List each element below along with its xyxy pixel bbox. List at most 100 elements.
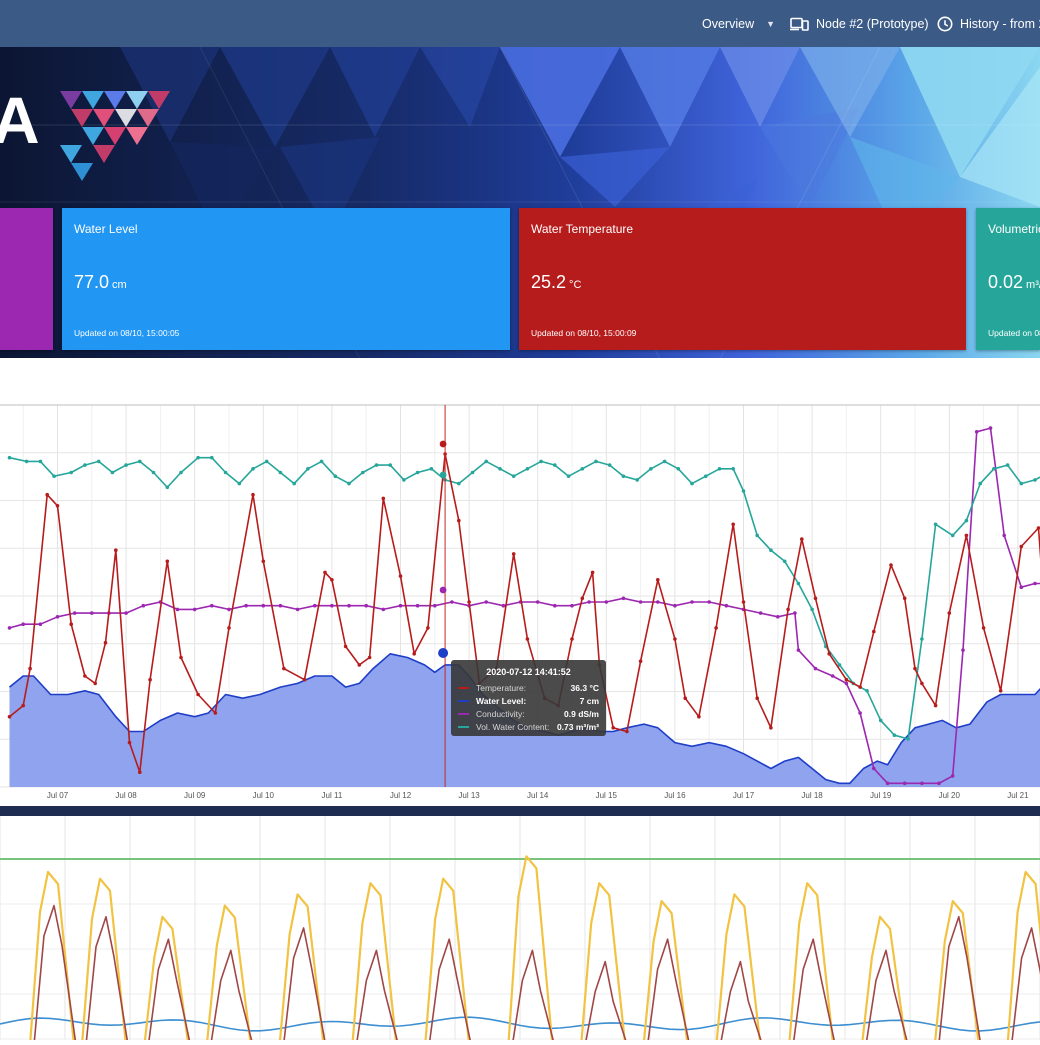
temperature-point	[1020, 545, 1024, 549]
conductivity-point	[1020, 585, 1024, 589]
secondary-chart-svg[interactable]	[0, 816, 1040, 1040]
vol-water-content-point	[402, 478, 406, 482]
conductivity-point	[886, 782, 890, 786]
conductivity-point	[587, 600, 591, 604]
conductivity-point	[989, 426, 993, 430]
temperature-point	[128, 741, 132, 745]
secondary-chart[interactable]	[0, 816, 1040, 1040]
vol-water-content-point	[471, 471, 475, 475]
x-tick-label: Jul 20	[939, 791, 961, 800]
vol-water-content-point	[388, 463, 392, 467]
x-tick-label: Jul 21	[1007, 791, 1029, 800]
temperature-point	[69, 622, 73, 626]
conductivity-point	[605, 600, 609, 604]
card-unit: cm	[112, 279, 127, 291]
conductivity-point	[227, 608, 231, 612]
vol-water-content-point	[292, 482, 296, 486]
chart-tooltip: 2020-07-12 14:41:52 Temperature: 36.3 °C…	[451, 660, 606, 736]
node-selector[interactable]: Node #2 (Prototype)	[790, 0, 929, 47]
vol-water-content-point	[539, 460, 543, 464]
card-value-number: 0.02	[988, 272, 1023, 292]
conductivity-point	[347, 604, 351, 608]
temperature-point	[800, 537, 804, 541]
card-updated: Updated on 08/10, 15:00:09	[531, 328, 636, 338]
water-temperature-card[interactable]: Water Temperature 25.2°C Updated on 08/1…	[519, 208, 966, 350]
vol-water-content-point	[865, 689, 869, 693]
card-unit: °C	[569, 279, 581, 291]
vol-water-content-point	[934, 523, 938, 527]
x-tick-label: Jul 10	[253, 791, 275, 800]
x-tick-label: Jul 09	[184, 791, 206, 800]
vol-water-content-point	[1033, 478, 1037, 482]
temperature-point	[28, 667, 32, 671]
vol-water-content-point	[608, 463, 612, 467]
overview-dropdown[interactable]: Overview ▼	[702, 0, 775, 47]
hover-marker-water-level	[438, 648, 448, 658]
conductivity-point	[124, 611, 128, 615]
conductivity-point	[244, 604, 248, 608]
temperature-point	[913, 667, 917, 671]
conductivity-point	[399, 604, 403, 608]
conductivity-swatch	[458, 713, 469, 715]
conductivity-point	[536, 600, 540, 604]
vol-water-content-point	[649, 467, 653, 471]
vol-water-content-point	[8, 456, 12, 460]
vol-water-content-point	[196, 456, 200, 460]
conductivity-point	[484, 600, 488, 604]
tooltip-value: 36.3 °C	[571, 683, 599, 693]
tooltip-label: Temperature:	[476, 683, 526, 693]
temperature-point	[755, 696, 759, 700]
card-updated: Updated on 08/10, 15:00:05	[74, 328, 179, 338]
x-tick-label: Jul 13	[458, 791, 480, 800]
hover-marker-temperature	[440, 441, 447, 448]
temperature-point	[845, 678, 849, 682]
vol-water-content-point	[663, 460, 667, 464]
x-tick-label: Jul 11	[322, 791, 343, 800]
x-tick-label: Jul 19	[870, 791, 892, 800]
vol-water-content-point	[484, 460, 488, 464]
conductivity-point	[937, 782, 941, 786]
x-tick-label: Jul 18	[801, 791, 823, 800]
conductivity-point	[759, 611, 763, 615]
temperature-point	[227, 626, 231, 630]
conductivity-point	[142, 604, 146, 608]
temperature-point	[683, 696, 687, 700]
conductivity-point	[725, 604, 729, 608]
conductivity-point	[176, 608, 180, 612]
vol-water-content-point	[138, 460, 142, 464]
vol-water-content-point	[594, 460, 598, 464]
card-title: Volumetric	[988, 222, 1040, 236]
vol-water-content-point	[179, 471, 183, 475]
temperature-point	[948, 611, 952, 615]
vol-water-content-point	[978, 482, 982, 486]
temperature-point	[611, 726, 615, 730]
conductivity-point	[673, 604, 677, 608]
vol-water-content-point	[677, 467, 681, 471]
temperature-point	[903, 597, 907, 601]
temperature-point	[858, 685, 862, 689]
yellow-series-line	[30, 856, 1040, 1040]
conductivity-point	[416, 604, 420, 608]
vol-water-content-point	[25, 460, 29, 464]
vol-water-content-point	[498, 467, 502, 471]
temperature-point	[731, 523, 735, 527]
conductivity-point	[39, 622, 43, 626]
x-tick-label: Jul 12	[390, 791, 412, 800]
card-value	[12, 272, 15, 293]
history-selector[interactable]: History - from 2	[937, 0, 1040, 47]
conductivity-point	[831, 674, 835, 678]
vol-water-content-point	[97, 460, 101, 464]
vol-water-content-point	[512, 474, 516, 478]
temperature-point	[358, 663, 362, 667]
conductivity-card[interactable]	[0, 208, 53, 350]
temperature-point	[639, 659, 643, 663]
hover-marker-conductivity	[440, 587, 447, 594]
vol-water-content-point	[769, 548, 773, 552]
vol-water-content-point	[416, 471, 420, 475]
vol-water-content-point	[992, 467, 996, 471]
conductivity-point	[793, 611, 797, 615]
